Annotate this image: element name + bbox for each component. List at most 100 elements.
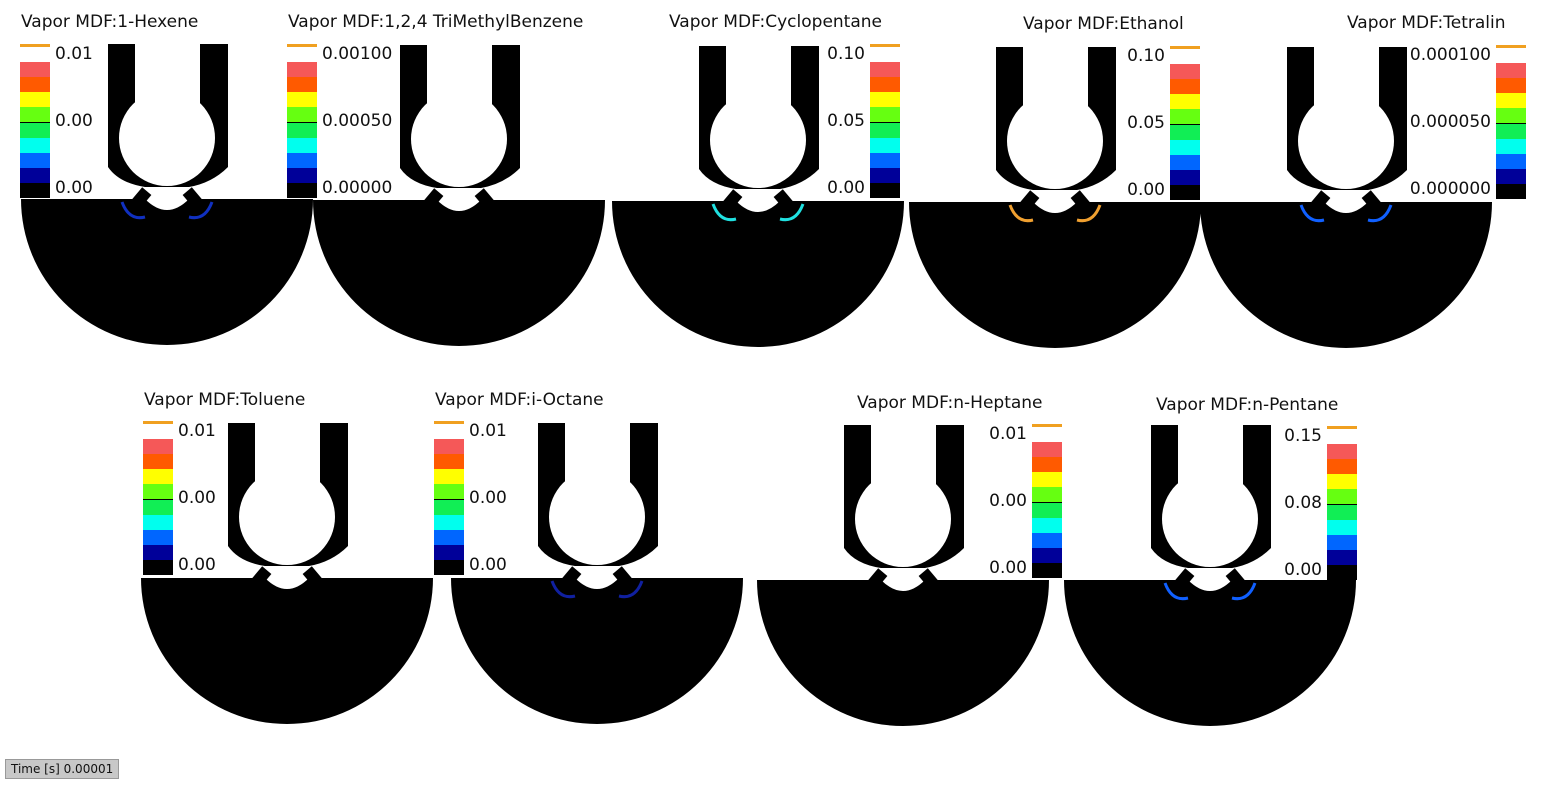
valve-left <box>130 187 152 209</box>
colorbar-band <box>20 47 50 62</box>
colorbar-band <box>870 168 900 183</box>
colorbar-band <box>1496 93 1526 108</box>
colorbar-band <box>1496 154 1526 169</box>
colorbar-band <box>143 545 173 560</box>
colorbar-band <box>434 424 464 439</box>
time-readout: Time [s] 0.00001 <box>5 759 120 779</box>
valve-left <box>721 189 743 211</box>
dome-gap <box>736 201 780 212</box>
engine-geometry <box>612 45 904 347</box>
dome-gap <box>265 578 309 589</box>
colorbar-band <box>1032 563 1062 578</box>
spray-right <box>1367 204 1393 223</box>
colorbar <box>287 44 317 198</box>
colorbar-label: 0.00 <box>469 555 507 575</box>
spray-right <box>1076 204 1102 223</box>
colorbar-band <box>1327 565 1357 580</box>
panel-title: Vapor MDF:Cyclopentane <box>669 12 882 32</box>
colorbar-label: 0.00 <box>989 558 1027 578</box>
colorbar-label: 0.00050 <box>322 111 393 131</box>
colorbar-label: 0.10 <box>827 44 865 64</box>
cylinder-domain <box>1200 202 1492 348</box>
colorbar-band <box>1496 48 1526 63</box>
dome-gap <box>575 578 619 589</box>
cylinder-domain <box>451 578 743 724</box>
engine-geometry <box>1064 424 1356 726</box>
colorbar-band <box>1032 457 1062 472</box>
colorbar-band <box>143 515 173 530</box>
colorbar-label: 0.15 <box>1284 426 1322 446</box>
colorbar-band <box>1170 64 1200 79</box>
colorbar-label: 0.00 <box>469 488 507 508</box>
colorbar-band <box>870 62 900 77</box>
colorbar-label: 0.00 <box>827 178 865 198</box>
colorbar-band <box>287 138 317 153</box>
colorbar-band <box>287 107 317 122</box>
valve-right <box>182 187 204 209</box>
colorbar-label: 0.00100 <box>322 44 393 64</box>
panel-title: Vapor MDF:n-Heptane <box>857 393 1043 413</box>
panel-title: Vapor MDF:n-Pentane <box>1156 395 1339 415</box>
colorbar-label: 0.00000 <box>322 178 393 198</box>
colorbar-band <box>20 183 50 198</box>
colorbar-band <box>143 499 173 515</box>
cylinder-domain <box>909 202 1201 348</box>
colorbar-band <box>143 530 173 545</box>
port-chamber <box>239 469 335 565</box>
colorbar-band <box>1170 109 1200 124</box>
colorbar-band <box>434 499 464 515</box>
colorbar-band <box>1496 184 1526 199</box>
colorbar <box>143 421 173 575</box>
colorbar-band <box>287 77 317 92</box>
colorbar-band <box>434 545 464 560</box>
colorbar-band <box>287 153 317 168</box>
valve-left <box>1173 568 1195 590</box>
colorbar-band <box>20 138 50 153</box>
panel-title: Vapor MDF:Tetralin <box>1347 13 1506 33</box>
colorbar <box>20 44 50 198</box>
colorbar-band <box>1032 427 1062 442</box>
valve-right <box>1070 190 1092 212</box>
colorbar-label: 0.00 <box>1127 180 1165 200</box>
colorbar <box>1170 46 1200 200</box>
colorbar-label: 0.01 <box>55 44 93 64</box>
dome-gap <box>1324 202 1368 213</box>
port-chamber <box>1162 471 1258 567</box>
colorbar-band <box>870 107 900 122</box>
spray-left <box>1299 204 1325 223</box>
port-chamber <box>710 92 806 188</box>
dome-gap <box>1188 580 1232 591</box>
colorbar-band <box>1327 504 1357 520</box>
colorbar-band <box>1170 49 1200 64</box>
colorbar-band <box>870 92 900 107</box>
colorbar-band <box>1032 533 1062 548</box>
colorbar-label: 0.10 <box>1127 46 1165 66</box>
colorbar-band <box>20 92 50 107</box>
cylinder-domain <box>313 200 605 346</box>
colorbar-band <box>434 515 464 530</box>
dome-gap <box>881 580 925 591</box>
dome-gap <box>145 199 189 210</box>
colorbar-band <box>143 454 173 469</box>
colorbar-band <box>1327 520 1357 535</box>
colorbar-band <box>1327 429 1357 444</box>
colorbar-band <box>870 183 900 198</box>
colorbar-label: 0.00 <box>55 111 93 131</box>
valve-left <box>250 566 272 588</box>
colorbar-band <box>287 122 317 138</box>
colorbar-band <box>1032 518 1062 533</box>
colorbar-band <box>1327 535 1357 550</box>
colorbar-label: 0.00 <box>178 488 216 508</box>
colorbar-band <box>1496 139 1526 154</box>
colorbar-band <box>143 469 173 484</box>
valve-right <box>302 566 324 588</box>
engine-geometry <box>21 43 313 345</box>
colorbar-band <box>1032 502 1062 518</box>
colorbar-band <box>20 77 50 92</box>
colorbar-band <box>434 454 464 469</box>
colorbar-band <box>287 168 317 183</box>
colorbar-label: 0.01 <box>178 421 216 441</box>
engine-geometry <box>757 424 1049 726</box>
colorbar-band <box>1496 108 1526 123</box>
